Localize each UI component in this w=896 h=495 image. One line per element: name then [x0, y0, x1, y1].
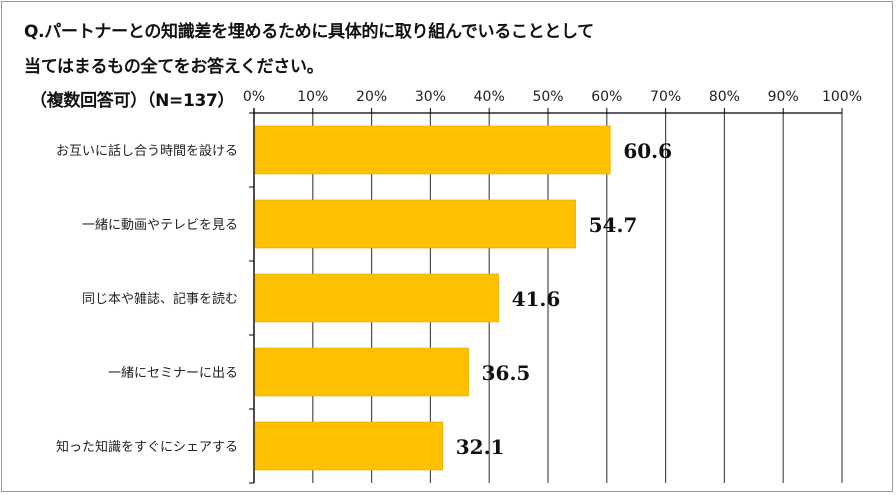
x-tick-label-10: 10%	[297, 89, 328, 105]
x-tick-label-30: 30%	[415, 89, 446, 105]
x-tick-label-0: 0%	[243, 89, 265, 105]
x-tick-label-20: 20%	[356, 89, 387, 105]
category-label-3: 同じ本や雑誌、記事を読む	[82, 291, 238, 307]
x-tick-label-60: 60%	[591, 89, 622, 105]
x-tick-label-80: 80%	[709, 89, 740, 105]
category-label-4: 一緒にセミナーに出る	[108, 366, 238, 381]
x-tick-label-90: 90%	[768, 89, 799, 105]
bar-4	[254, 347, 469, 397]
bar-3	[254, 273, 499, 323]
chart-title-line-2: 当てはまるもの全てをお答えください。	[24, 57, 324, 77]
value-label-4: 36.5	[482, 361, 531, 385]
category-label-5: 知った知識をすぐにシェアする	[56, 439, 238, 455]
category-label-2: 一緒に動画やテレビを見る	[82, 218, 238, 233]
x-tick-label-100: 100%	[822, 89, 862, 105]
category-label-1: お互いに話し合う時間を設ける	[56, 143, 238, 159]
x-tick-label-70: 70%	[650, 89, 681, 105]
value-label-2: 54.7	[589, 213, 638, 237]
chart-title-line-1: Q.パートナーとの知識差を埋めるために具体的に取り組んでいることとして	[24, 22, 594, 42]
value-label-5: 32.1	[456, 435, 505, 459]
x-tick-label-50: 50%	[532, 89, 563, 105]
bar-5	[254, 421, 444, 471]
chart-subtitle: （複数回答可）（N=137）	[30, 91, 235, 111]
bar-2	[254, 199, 576, 249]
value-label-1: 60.6	[623, 139, 672, 163]
bar-1	[254, 125, 611, 175]
value-label-3: 41.6	[512, 287, 561, 311]
x-tick-label-40: 40%	[474, 89, 505, 105]
